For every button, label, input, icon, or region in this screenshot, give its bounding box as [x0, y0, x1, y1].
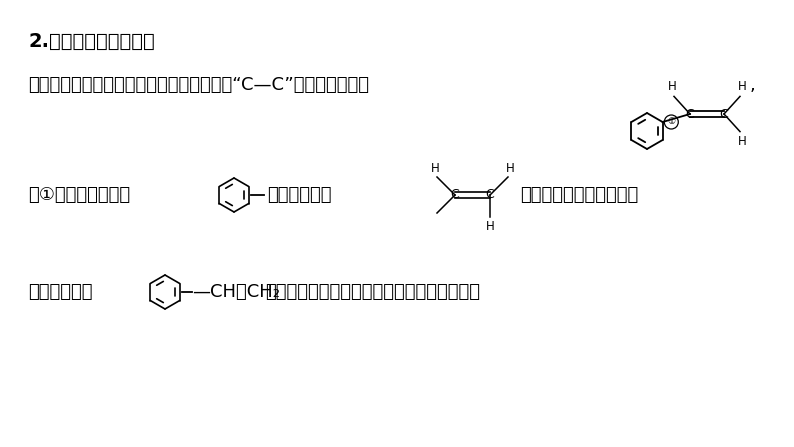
Text: H: H [430, 162, 439, 175]
Text: ,: , [750, 76, 756, 94]
Text: C: C [719, 107, 728, 121]
Text: 的平面可能和: 的平面可能和 [267, 186, 332, 204]
Text: 确定的平面重合，也可能: 确定的平面重合，也可能 [520, 186, 638, 204]
Text: H: H [668, 80, 676, 93]
Text: 2.注意碳碳单键的旋转: 2.注意碳碳单键的旋转 [28, 32, 155, 51]
Text: ①: ① [667, 118, 676, 127]
Text: C: C [451, 189, 460, 202]
Text: H: H [486, 219, 495, 232]
Text: C: C [486, 189, 495, 202]
Text: H: H [738, 80, 746, 93]
Text: C: C [686, 107, 695, 121]
Text: —CH＝CH₂: —CH＝CH₂ [192, 283, 280, 301]
Text: 分子中的所有原子可能共面，也可能不共面。: 分子中的所有原子可能共面，也可能不共面。 [265, 283, 480, 301]
Text: 不重合。因而: 不重合。因而 [28, 283, 92, 301]
Text: H: H [506, 162, 515, 175]
Text: 因①键可以旋转，故: 因①键可以旋转，故 [28, 186, 130, 204]
Text: 碳碳单键两端碳原子所连原子或原子团能以“C—C”为轴旋转，例如: 碳碳单键两端碳原子所连原子或原子团能以“C—C”为轴旋转，例如 [28, 76, 369, 94]
Text: H: H [738, 135, 746, 148]
